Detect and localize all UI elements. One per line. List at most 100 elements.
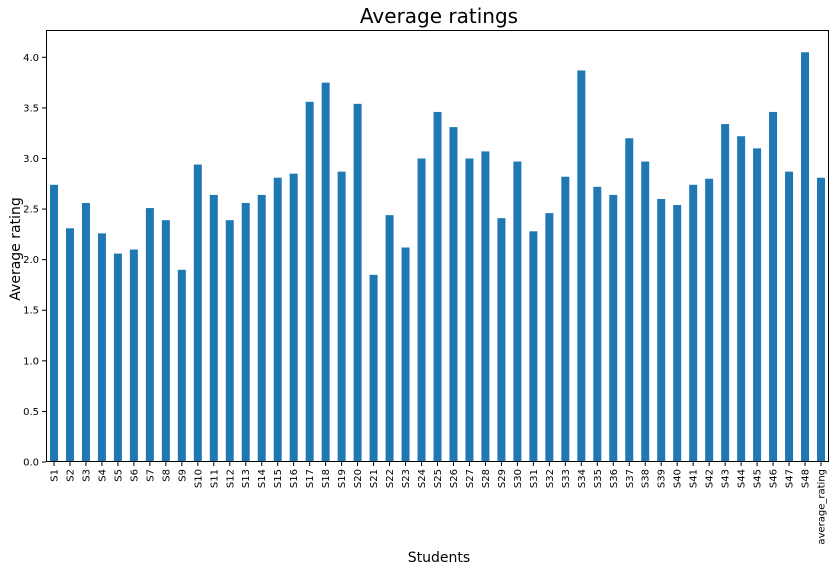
bar-S3 (81, 203, 90, 462)
x-tick-label: S6 (129, 469, 140, 482)
x-tick-label: S26 (449, 469, 460, 488)
y-tick-label: 3.0 (23, 154, 39, 165)
x-tick-label: S43 (721, 469, 732, 488)
bar-S46 (769, 111, 778, 462)
bar-S12 (225, 220, 234, 462)
y-tick-label: 1.0 (23, 356, 39, 367)
x-tick-label: S31 (529, 469, 540, 488)
bar-S5 (113, 253, 122, 462)
x-tick-label: S25 (433, 469, 444, 488)
bar-S6 (129, 249, 138, 462)
bar-S26 (449, 127, 458, 463)
bar-S19 (337, 171, 346, 462)
x-tick-label: S4 (97, 469, 108, 482)
bar-S20 (353, 103, 362, 462)
x-tick-label: S19 (337, 469, 348, 488)
bar-S13 (241, 203, 250, 462)
y-tick-label: 0.0 (23, 458, 39, 469)
x-tick-label: S46 (769, 469, 780, 488)
y-tick-label: 1.5 (23, 306, 39, 317)
x-tick-label: S1 (49, 469, 60, 482)
bar-S17 (305, 101, 314, 462)
x-tick-label: S47 (785, 469, 796, 488)
x-tick-label: S45 (753, 469, 764, 488)
bar-S30 (513, 161, 522, 462)
bar-S24 (417, 158, 426, 463)
bar-S38 (641, 161, 650, 462)
y-axis-title: Average rating (8, 197, 24, 300)
x-tick-label: S28 (481, 469, 492, 488)
x-tick-label: S12 (225, 469, 236, 488)
x-tick-label: S15 (273, 469, 284, 488)
bar-average_rating (817, 177, 826, 462)
bar-S28 (481, 151, 490, 462)
bar-S1 (49, 184, 58, 463)
x-tick-label: S5 (113, 469, 124, 482)
x-tick-label: S32 (545, 469, 556, 488)
bars-layer (49, 52, 826, 463)
bar-S18 (321, 82, 330, 463)
bar-S27 (465, 158, 474, 463)
bar-S39 (657, 198, 666, 462)
x-tick-label: S41 (689, 469, 700, 488)
x-tick-label: S36 (609, 469, 620, 488)
x-tick-label: S2 (65, 469, 76, 482)
x-tick-label: S44 (737, 469, 748, 488)
bar-S8 (161, 220, 170, 462)
bar-S4 (97, 233, 106, 462)
x-tick-label: S24 (417, 469, 428, 488)
y-tick-label: 3.5 (23, 103, 39, 114)
x-tick-label: S14 (257, 469, 268, 488)
bar-S2 (65, 228, 74, 462)
x-tick-label: S21 (369, 469, 380, 488)
bar-S21 (369, 274, 378, 462)
x-tick-label: S7 (145, 469, 156, 482)
bar-S32 (545, 213, 554, 462)
x-tick-label: average_rating (817, 469, 828, 545)
x-tick-label: S16 (289, 469, 300, 488)
y-tick-label: 4.0 (23, 53, 39, 64)
bar-S25 (433, 111, 442, 462)
x-tick-label: S30 (513, 469, 524, 488)
x-tick-label: S17 (305, 469, 316, 488)
bar-S35 (593, 186, 602, 462)
y-tick-label: 2.0 (23, 255, 39, 266)
bar-S33 (561, 176, 570, 462)
x-axis: S1 S2 S3 S4 S5 S6 S7 S8 S9 S10 S11 S12 S13 S14 S15 S16 S… (49, 462, 828, 545)
plot-frame (46, 30, 829, 462)
x-tick-label: S23 (401, 469, 412, 488)
bar-S47 (785, 171, 794, 462)
bar-S9 (177, 269, 186, 462)
bar-S14 (257, 194, 266, 462)
x-axis-title: Students (408, 550, 470, 566)
x-tick-label: S18 (321, 469, 332, 488)
x-tick-label: S29 (497, 469, 508, 488)
x-tick-label: S10 (193, 469, 204, 488)
bar-S40 (673, 205, 682, 462)
x-tick-label: S22 (385, 469, 396, 488)
bar-S41 (689, 184, 698, 463)
y-tick-label: 0.5 (23, 407, 39, 418)
bar-S16 (289, 173, 298, 462)
x-tick-label: S20 (353, 469, 364, 488)
bar-S48 (801, 52, 810, 462)
x-tick-label: S42 (705, 469, 716, 488)
x-tick-label: S39 (657, 469, 668, 488)
bar-S23 (401, 247, 410, 462)
bar-S22 (385, 215, 394, 462)
x-tick-label: S33 (561, 469, 572, 488)
bar-S31 (529, 231, 538, 462)
chart-title: Average ratings (360, 4, 518, 28)
bar-S29 (497, 218, 506, 462)
x-tick-label: S3 (81, 469, 92, 482)
y-axis: 0.0 0.5 1.0 1.5 2.0 2.5 3.0 3.5 4.0 (23, 53, 46, 469)
bar-S7 (145, 208, 154, 462)
bar-S10 (193, 164, 202, 462)
x-tick-label: S8 (161, 469, 172, 482)
bar-S34 (577, 70, 586, 462)
bar-S43 (721, 124, 730, 462)
x-tick-label: S48 (801, 469, 812, 488)
bar-S11 (209, 194, 218, 462)
